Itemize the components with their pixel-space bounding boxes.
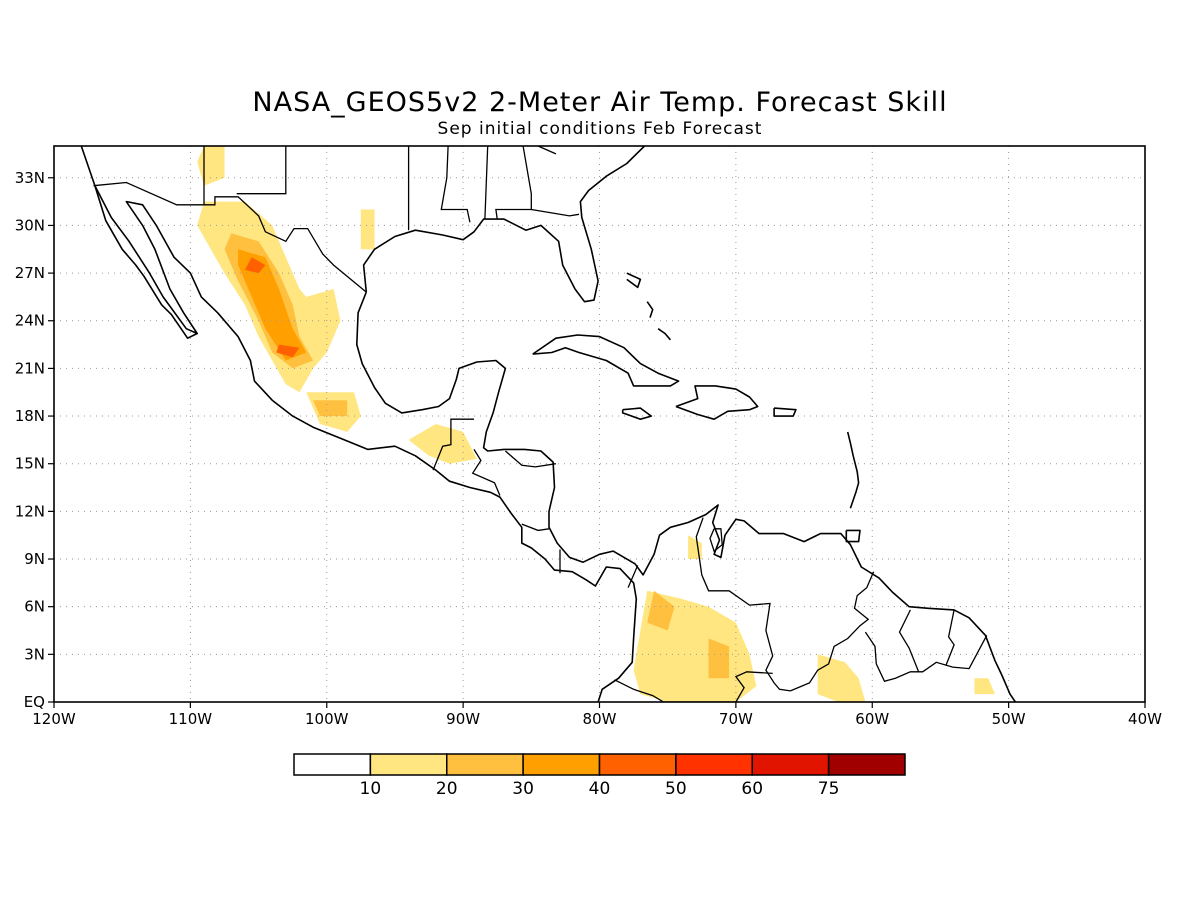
political-border (93, 181, 367, 293)
political-border (521, 523, 550, 532)
lat-tick-label: 33N (15, 169, 45, 187)
skill-region-level-4 (276, 344, 300, 358)
political-border (864, 631, 988, 683)
political-border (790, 571, 875, 692)
axis-ticks: 120W 110W 100W 90W 80W 70W 60W 50W 40W EQ 3N 6N 9N 12… (15, 169, 1162, 728)
skill-region-level-1 (360, 209, 375, 250)
colorbar-swatch (522, 753, 601, 776)
coastline (532, 334, 680, 387)
colorbar-label: 60 (741, 779, 763, 799)
political-border (627, 565, 639, 588)
political-border (440, 146, 471, 223)
lat-tick-label: 6N (24, 598, 45, 616)
skill-region-level-1 (974, 678, 995, 695)
lat-tick-label: 30N (15, 216, 45, 234)
political-border (709, 528, 723, 553)
lon-tick-label: 50W (992, 710, 1026, 728)
lat-tick-label: 21N (15, 359, 45, 377)
lat-tick-label: 27N (15, 264, 45, 282)
lat-tick-label: EQ (24, 693, 45, 711)
skill-region-level-2 (647, 590, 675, 631)
skill-shading-layer (197, 146, 995, 702)
lat-tick-label: 15N (15, 455, 45, 473)
lat-tick-label: 3N (24, 645, 45, 663)
coastline (773, 407, 797, 417)
coastline (626, 272, 642, 289)
colorbar-legend: 10 20 30 40 50 60 75 (293, 753, 906, 799)
map-plot-area (54, 146, 1145, 702)
coastline (675, 385, 759, 421)
political-border (614, 671, 773, 702)
skill-region-level-2 (313, 400, 348, 417)
coastline (94, 185, 198, 340)
colorbar-swatch (369, 753, 448, 776)
colorbar-swatch (598, 753, 677, 776)
colorbar-swatch (675, 753, 753, 776)
colorbar-label: 30 (512, 779, 534, 799)
political-border (531, 208, 580, 217)
colorbar-swatch (446, 753, 524, 776)
colorbar-swatch (293, 753, 372, 776)
coastline (80, 146, 638, 702)
lon-tick-label: 80W (583, 710, 617, 728)
lon-tick-label: 90W (446, 710, 480, 728)
figure-title: NASA_GEOS5v2 2-Meter Air Temp. Forecast … (252, 87, 947, 118)
coastline (646, 301, 654, 318)
lat-tick-label: 12N (15, 502, 45, 520)
political-border (471, 449, 501, 496)
political-border (945, 609, 955, 666)
political-border (537, 146, 557, 155)
coastline (657, 328, 672, 341)
skill-region-level-4 (244, 257, 266, 274)
colorbar-swatch (827, 753, 906, 776)
coastline (355, 291, 1017, 702)
political-border (504, 450, 557, 468)
lat-tick-label: 24N (15, 312, 45, 330)
figure-subtitle: Sep initial conditions Feb Forecast (438, 119, 763, 139)
coastline (362, 146, 646, 303)
lon-tick-label: 40W (1128, 710, 1162, 728)
colorbar-label: 10 (360, 779, 382, 799)
coastline (621, 407, 653, 421)
lon-tick-label: 70W (719, 710, 753, 728)
skill-region-level-3 (238, 249, 307, 361)
colorbar-label: 40 (589, 779, 611, 799)
colorbar-label: 50 (665, 779, 687, 799)
colorbar-swatch (751, 753, 830, 776)
colorbar-label: 20 (436, 779, 458, 799)
political-border (898, 609, 920, 673)
skill-region-level-2 (708, 638, 730, 679)
lon-tick-label: 100W (305, 710, 349, 728)
lon-tick-label: 110W (169, 710, 213, 728)
lon-tick-label: 120W (32, 710, 76, 728)
political-border (432, 418, 474, 471)
coastlines-layer (80, 146, 1017, 702)
colorbar-label: 75 (818, 779, 840, 799)
political-border (484, 146, 489, 220)
skill-region-level-1 (817, 654, 866, 702)
coastline (846, 431, 860, 509)
political-border (236, 146, 287, 195)
skill-region-level-1 (408, 424, 477, 464)
political-border (695, 517, 791, 692)
coastline (845, 529, 861, 543)
lat-tick-label: 18N (15, 407, 45, 425)
lat-tick-label: 9N (24, 550, 45, 568)
lon-tick-label: 60W (855, 710, 889, 728)
